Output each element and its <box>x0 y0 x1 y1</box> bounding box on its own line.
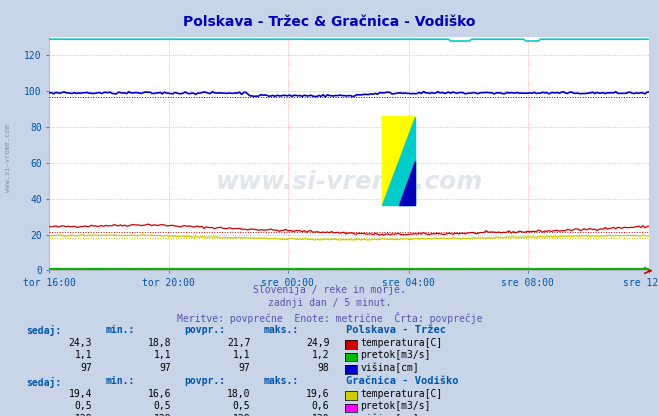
Polygon shape <box>382 116 415 205</box>
Text: pretok[m3/s]: pretok[m3/s] <box>360 401 431 411</box>
Text: Slovenija / reke in morje.: Slovenija / reke in morje. <box>253 285 406 295</box>
Text: 18,0: 18,0 <box>227 389 250 399</box>
Text: pretok[m3/s]: pretok[m3/s] <box>360 350 431 360</box>
Text: 1,1: 1,1 <box>233 350 250 360</box>
Text: sedaj:: sedaj: <box>26 325 61 337</box>
Text: 24,9: 24,9 <box>306 338 330 348</box>
Text: maks.:: maks.: <box>264 376 299 386</box>
Text: Polskava - Tržec: Polskava - Tržec <box>346 325 446 335</box>
Text: Polskava - Tržec & Gračnica - Vodiško: Polskava - Tržec & Gračnica - Vodiško <box>183 15 476 29</box>
Text: 97: 97 <box>239 363 250 373</box>
Text: povpr.:: povpr.: <box>185 325 225 335</box>
Text: 97: 97 <box>80 363 92 373</box>
Polygon shape <box>382 116 415 205</box>
Text: 19,4: 19,4 <box>69 389 92 399</box>
Text: min.:: min.: <box>105 376 135 386</box>
Text: zadnji dan / 5 minut.: zadnji dan / 5 minut. <box>268 298 391 308</box>
Polygon shape <box>399 161 415 205</box>
Text: sedaj:: sedaj: <box>26 376 61 388</box>
Text: 130: 130 <box>312 414 330 416</box>
Text: 19,6: 19,6 <box>306 389 330 399</box>
Text: min.:: min.: <box>105 325 135 335</box>
Text: povpr.:: povpr.: <box>185 376 225 386</box>
Text: temperatura[C]: temperatura[C] <box>360 389 443 399</box>
Text: 1,1: 1,1 <box>74 350 92 360</box>
Text: 18,8: 18,8 <box>148 338 171 348</box>
Text: Gračnica - Vodiško: Gračnica - Vodiško <box>346 376 459 386</box>
Text: višina[cm]: višina[cm] <box>360 414 419 416</box>
Text: 97: 97 <box>159 363 171 373</box>
Text: Meritve: povprečne  Enote: metrične  Črta: povprečje: Meritve: povprečne Enote: metrične Črta:… <box>177 312 482 324</box>
Text: 98: 98 <box>318 363 330 373</box>
Text: www.si-vreme.com: www.si-vreme.com <box>215 170 483 194</box>
Text: 16,6: 16,6 <box>148 389 171 399</box>
Text: www.si-vreme.com: www.si-vreme.com <box>5 124 11 192</box>
Text: 129: 129 <box>154 414 171 416</box>
Text: 129: 129 <box>74 414 92 416</box>
Text: 24,3: 24,3 <box>69 338 92 348</box>
Text: maks.:: maks.: <box>264 325 299 335</box>
Text: temperatura[C]: temperatura[C] <box>360 338 443 348</box>
Text: 0,6: 0,6 <box>312 401 330 411</box>
Text: 0,5: 0,5 <box>154 401 171 411</box>
Text: 1,1: 1,1 <box>154 350 171 360</box>
Text: 21,7: 21,7 <box>227 338 250 348</box>
Text: višina[cm]: višina[cm] <box>360 363 419 373</box>
Text: 0,5: 0,5 <box>74 401 92 411</box>
Text: 1,2: 1,2 <box>312 350 330 360</box>
Text: 0,5: 0,5 <box>233 401 250 411</box>
Text: 129: 129 <box>233 414 250 416</box>
